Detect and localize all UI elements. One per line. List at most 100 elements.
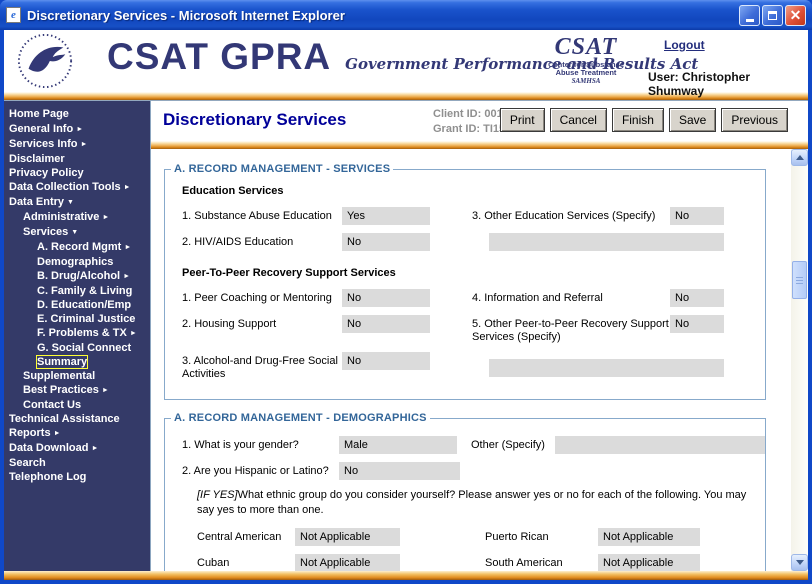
scroll-down-button[interactable] [791,554,808,571]
submenu-arrow-icon: ► [91,445,99,452]
sidebar-item-privacy-policy[interactable]: Privacy Policy [9,167,84,179]
cancel-button[interactable]: Cancel [549,108,607,132]
question-label: 4. Information and Referral [472,292,603,304]
demographics-section-legend: A. RECORD MANAGEMENT - DEMOGRAPHICS [174,412,427,424]
ethnic-label: Cuban [197,557,230,569]
vertical-scrollbar[interactable] [791,149,808,571]
submenu-arrow-icon: ► [124,244,132,251]
field-information-referral: No [670,289,724,307]
sidebar-item-services[interactable]: Services ▼ [23,226,79,238]
sidebar-navigation: Home Page General Info ► Services Info ► D… [4,101,150,571]
sidebar-item-telephone-log[interactable]: Telephone Log [9,471,87,483]
sidebar-item-disclaimer[interactable]: Disclaimer [9,153,65,165]
field-puerto-rican: Not Applicable [598,528,700,546]
submenu-arrow-icon: ► [123,184,131,191]
sidebar-item-technical-assistance[interactable]: Technical Assistance [9,413,120,425]
save-button[interactable]: Save [668,108,717,132]
sidebar-item-d-education-emp[interactable]: D. Education/Emp [37,299,132,311]
submenu-arrow-icon: ► [123,273,131,280]
sidebar-item-home-page[interactable]: Home Page [9,108,69,120]
previous-button[interactable]: Previous [721,108,788,132]
field-housing-support: No [342,315,430,333]
question-label: 1. Substance Abuse Education [182,210,332,222]
demographics-section: A. RECORD MANAGEMENT - DEMOGRAPHICS 1. W… [164,412,766,571]
education-services-heading: Education Services [182,185,284,197]
sidebar-item-services-info[interactable]: Services Info ► [9,138,88,150]
field-other-education-specify [489,233,724,251]
window-title: Discretionary Services - Microsoft Inter… [27,7,345,23]
sidebar-item-b-drug-alcohol[interactable]: B. Drug/Alcohol ► [37,270,131,282]
app-header: CSAT GPRA Government Performance and Res… [4,30,808,98]
sidebar-item-demographics[interactable]: Demographics [37,256,114,268]
browser-client-area: CSAT GPRA Government Performance and Res… [4,30,808,580]
question-label: 5. Other Peer-to-Peer Recovery Support S… [472,318,669,343]
csat-logo-name: CSAT [554,34,618,60]
client-id: Client ID: 001 [433,108,503,120]
field-gender-other-specify [555,436,765,454]
internet-explorer-icon: e [6,7,21,23]
finish-button[interactable]: Finish [611,108,664,132]
question-label: 3. Alcohol-and Drug-Free Social Activiti… [182,355,338,380]
field-other-education-services: No [670,207,724,225]
field-other-peer-specify [489,359,724,377]
peer-services-heading: Peer-To-Peer Recovery Support Services [182,267,396,279]
services-section: A. RECORD MANAGEMENT - SERVICES Educatio… [164,163,766,400]
sidebar-item-f-problems-tx[interactable]: F. Problems & TX ► [37,327,137,339]
page-header: Discretionary Services Client ID: 001 Gr… [151,101,808,141]
sidebar-item-general-info[interactable]: General Info ► [9,123,84,135]
brand-tagline: Government Performance and Results Act [345,55,699,73]
field-other-peer-services: No [670,315,724,333]
logged-in-user: User: Christopher Shumway [648,70,751,98]
sidebar-item-supplemental[interactable]: Supplemental [23,370,96,382]
sidebar-item-administrative[interactable]: Administrative ► [23,211,110,223]
minimize-icon [745,18,754,22]
scrollbar-thumb[interactable] [792,261,807,299]
question-label: 3. Other Education Services (Specify) [472,210,656,222]
sidebar-item-search[interactable]: Search [9,457,46,469]
ethnic-group-note: [IF YES]What ethnic group do you conside… [197,488,753,518]
submenu-arrow-icon: ► [129,330,137,337]
sidebar-item-data-entry[interactable]: Data Entry ▼ [9,196,74,208]
scroll-down-icon [795,560,804,565]
orange-divider [151,141,808,149]
csat-samhsa-logo: CSAT Center for Substance Abuse Treatmen… [536,34,636,85]
samhsa-label: SAMHSA [571,76,601,85]
csat-logo-line: Abuse Treatment [555,67,617,77]
print-button[interactable]: Print [499,108,545,132]
maximize-button[interactable] [762,4,783,26]
field-alcohol-drug-free-social: No [342,352,430,370]
sidebar-item-data-collection-tools[interactable]: Data Collection Tools ► [9,181,131,193]
sidebar-item-data-download[interactable]: Data Download ► [9,442,99,454]
sidebar-item-contact-us[interactable]: Contact Us [23,399,82,411]
logout-link[interactable]: Logout [664,38,705,52]
field-gender: Male [339,436,457,454]
field-central-american: Not Applicable [295,528,400,546]
minimize-button[interactable] [739,4,760,26]
form-area: A. RECORD MANAGEMENT - SERVICES Educatio… [151,149,791,571]
scroll-up-button[interactable] [791,149,808,166]
submenu-arrow-icon: ► [76,126,84,133]
sidebar-item-reports[interactable]: Reports ► [9,427,61,439]
scrollbar-track[interactable] [791,166,808,554]
orange-divider [4,92,808,101]
csat-logo-line: Center for Substance [548,60,624,69]
ethnic-label: Central American [197,531,282,543]
close-button[interactable]: ✕ [785,4,806,26]
sidebar-item-best-practices[interactable]: Best Practices ► [23,384,109,396]
field-hispanic-latino: No [339,462,460,480]
submenu-arrow-icon: ► [53,430,61,437]
question-label: 2. Housing Support [182,318,277,330]
question-label: 1. What is your gender? [182,439,299,451]
title-bar[interactable]: e Discretionary Services - Microsoft Int… [0,0,812,30]
question-label: 1. Peer Coaching or Mentoring [182,292,332,304]
sidebar-item-summary[interactable]: Summary [35,355,89,369]
note-condition: [IF YES] [197,489,238,501]
sidebar-item-c-family-living[interactable]: C. Family & Living [37,285,133,297]
submenu-arrow-icon: ► [101,387,109,394]
sidebar-item-g-social-connect[interactable]: G. Social Connect [37,342,132,354]
sidebar-item-e-criminal-justice[interactable]: E. Criminal Justice [37,313,136,325]
field-peer-coaching: No [342,289,430,307]
ethnic-label: South American [485,557,563,569]
sidebar-item-a-record-mgmt[interactable]: A. Record Mgmt ► [37,241,132,253]
